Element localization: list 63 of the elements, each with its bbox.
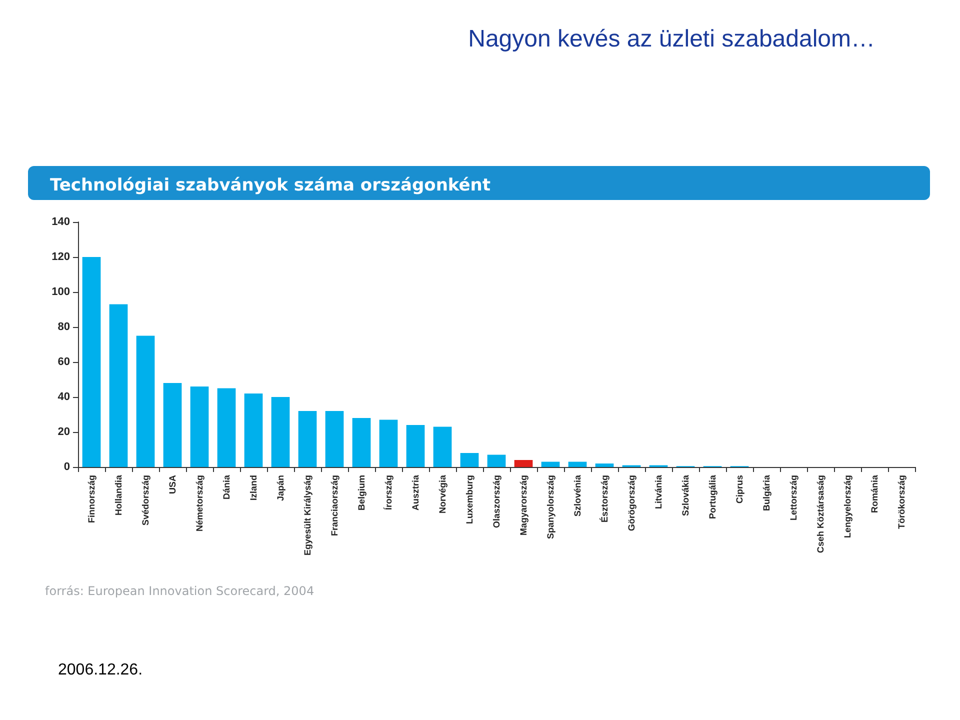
- bar: [244, 394, 263, 467]
- y-tick-label: 40: [58, 391, 70, 403]
- x-tick-label: Svédország: [140, 475, 150, 526]
- bar: [109, 304, 128, 467]
- bar: [217, 388, 236, 467]
- bar: [190, 386, 209, 467]
- x-tick-label: Írország: [384, 475, 394, 510]
- text: 2006.12.26.: [58, 662, 143, 678]
- bar: [433, 426, 452, 467]
- chart-title: Nagyon kevés az üzleti szabadalom…: [468, 26, 875, 52]
- x-tick-label: Belgium: [356, 475, 366, 511]
- x-tick-label: Törökország: [896, 475, 906, 530]
- x-tick-label: Bulgária: [762, 474, 772, 512]
- x-tick-label: Szlovénia: [572, 474, 582, 517]
- bar: [514, 460, 533, 467]
- bar: [406, 425, 425, 467]
- x-tick-label: Finnország: [86, 475, 96, 524]
- bar: [568, 462, 587, 467]
- x-tick-label: Szlovákia: [680, 474, 690, 516]
- x-tick-label: Görögország: [626, 475, 636, 532]
- x-tick-label: USA: [168, 474, 178, 494]
- x-tick-label: Norvégia: [438, 474, 448, 514]
- x-tick-label: Luxemburg: [464, 475, 474, 524]
- x-tick-label: Japán: [276, 475, 286, 502]
- x-tick-label: Magyarország: [518, 475, 528, 536]
- y-tick-label: 20: [58, 426, 70, 438]
- bar: [460, 453, 479, 467]
- bar: [379, 420, 398, 467]
- y-tick-label: 120: [52, 251, 70, 263]
- x-tick-label: Egyesült Királyság: [302, 475, 312, 556]
- x-tick-label: Lengyelország: [842, 475, 852, 538]
- bar: [271, 397, 290, 467]
- y-tick-label: 100: [52, 286, 70, 298]
- y-tick-label: 60: [58, 356, 70, 368]
- x-tick-label: Izland: [248, 475, 258, 501]
- bar: [82, 257, 101, 467]
- x-tick-label: Cseh Köztársaság: [816, 475, 826, 554]
- bar: [325, 411, 344, 467]
- x-tick-label: Hollandia: [114, 474, 124, 516]
- bar: [136, 336, 155, 467]
- x-tick-label: Olaszország: [492, 475, 502, 528]
- x-tick-label: Dánia: [222, 474, 232, 500]
- x-tick-label: Románia: [870, 474, 880, 514]
- text: forrás: European Innovation Scorecard, 2004: [45, 584, 314, 598]
- y-tick-label: 140: [52, 216, 70, 228]
- bar: [352, 418, 371, 467]
- x-tick-label: Spanyolország: [546, 475, 556, 540]
- chart-subtitle: Technológiai szabványok száma országonként: [50, 176, 491, 196]
- x-tick-label: Ausztria: [410, 474, 420, 511]
- x-tick-label: Portugália: [708, 474, 718, 520]
- x-tick-label: Ciprus: [734, 475, 744, 504]
- x-tick-label: Franciaország: [330, 475, 340, 536]
- bar: [541, 462, 560, 467]
- y-tick-label: 80: [58, 321, 70, 333]
- x-tick-label: Németország: [194, 475, 204, 532]
- y-tick-label: 0: [64, 461, 70, 473]
- bar: [298, 411, 317, 467]
- x-tick-label: Lettország: [788, 475, 798, 521]
- bar: [595, 464, 614, 467]
- bar: [163, 383, 182, 467]
- bar: [487, 454, 506, 467]
- x-tick-label: Észtország: [600, 475, 610, 523]
- x-tick-label: Litvánia: [654, 474, 664, 510]
